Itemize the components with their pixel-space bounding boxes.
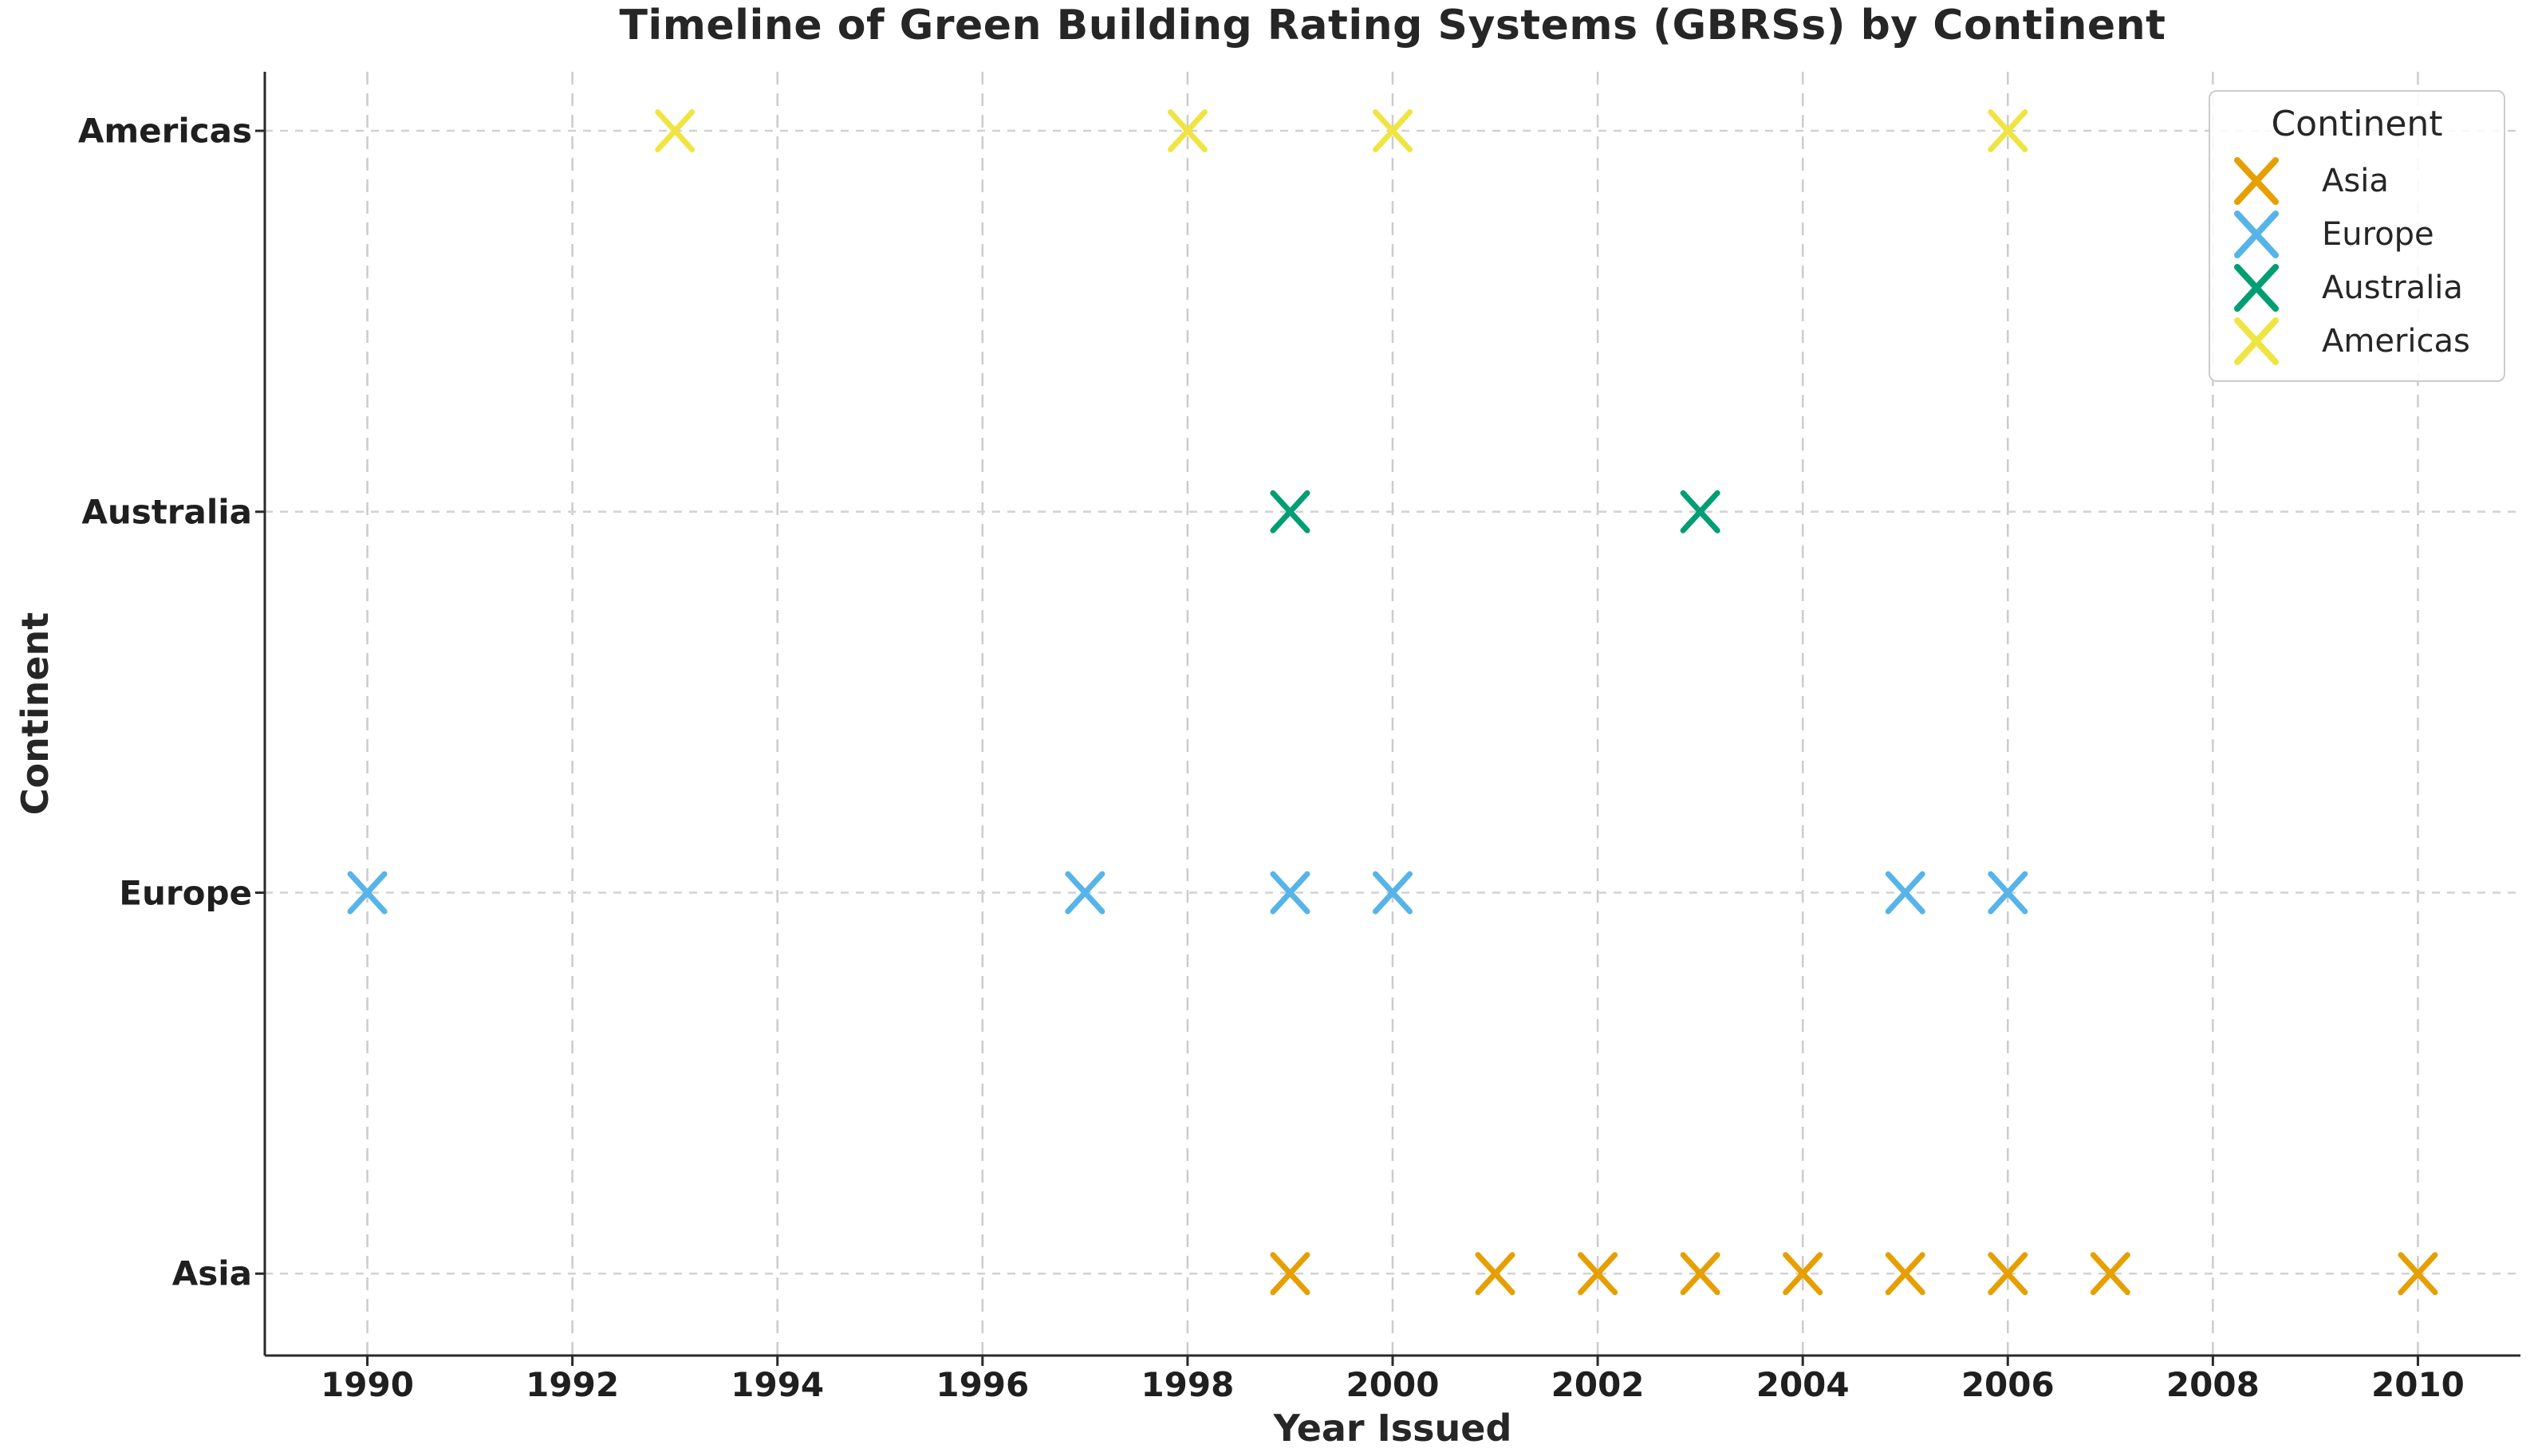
- y-axis-label: Continent: [14, 612, 57, 816]
- x-tick-label: 1994: [731, 1365, 825, 1404]
- y-tick-label: Australia: [81, 492, 252, 532]
- x-tick-label: 2004: [1756, 1365, 1850, 1404]
- data-point-marker: [1578, 1252, 1618, 1296]
- legend-entry-label: Americas: [2322, 322, 2470, 360]
- legend-entries: Asia Europe Australia Americas: [2210, 154, 2504, 368]
- data-point-marker: [655, 109, 696, 153]
- data-point-marker: [1885, 871, 1925, 915]
- data-point-marker: [1373, 871, 1413, 915]
- legend-marker-x-icon: [2234, 156, 2279, 205]
- x-tick-label: 1990: [321, 1365, 414, 1404]
- legend-entry: Asia: [2210, 154, 2504, 207]
- x-tick-label: 2008: [2166, 1365, 2260, 1404]
- x-tick-label: 2006: [1961, 1365, 2055, 1404]
- x-tick-label: 2000: [1346, 1365, 1440, 1404]
- y-tick-label: Asia: [171, 1253, 252, 1293]
- data-point-marker: [1988, 109, 2028, 153]
- legend-title: Continent: [2271, 104, 2443, 144]
- chart-title: Timeline of Green Building Rating System…: [619, 2, 2166, 49]
- legend-marker: [2234, 263, 2279, 312]
- data-point-marker: [1270, 871, 1310, 915]
- data-point-marker: [1885, 1252, 1925, 1296]
- y-tick-label: Americas: [77, 111, 252, 151]
- data-point-marker: [1680, 490, 1720, 533]
- data-point-marker: [2398, 1252, 2438, 1296]
- data-point-marker: [1680, 1252, 1720, 1296]
- legend-marker-x-icon: [2234, 263, 2279, 312]
- legend-entry: Europe: [2210, 207, 2504, 261]
- data-point-marker: [1988, 1252, 2028, 1296]
- data-point-marker: [1988, 871, 2028, 915]
- x-tick-label: 2010: [2371, 1365, 2465, 1404]
- x-tick-label: 1992: [526, 1365, 620, 1404]
- x-tick-label: 1998: [1141, 1365, 1235, 1404]
- legend-marker: [2234, 317, 2279, 365]
- x-tick-label: 1996: [936, 1365, 1030, 1404]
- legend-marker: [2234, 210, 2279, 258]
- data-point-marker: [2090, 1252, 2130, 1296]
- legend-entry: Americas: [2210, 314, 2504, 368]
- x-axis-label: Year Issued: [1273, 1407, 1512, 1450]
- data-point-marker: [1373, 109, 1413, 153]
- legend-marker: [2234, 156, 2279, 205]
- data-point-marker: [1065, 871, 1105, 915]
- legend-marker-x-icon: [2234, 317, 2279, 365]
- x-tick-label: 2002: [1551, 1365, 1645, 1404]
- legend: Continent Asia Europe Australia Americas: [2209, 90, 2505, 382]
- data-point-marker: [1270, 490, 1310, 533]
- data-point-marker: [1783, 1252, 1823, 1296]
- data-point-marker: [1475, 1252, 1515, 1296]
- legend-marker-x-icon: [2234, 210, 2279, 258]
- data-point-marker: [347, 871, 388, 915]
- data-point-marker: [1167, 109, 1208, 153]
- y-tick-label: Europe: [119, 873, 252, 913]
- legend-entry: Australia: [2210, 261, 2504, 314]
- legend-entry-label: Australia: [2322, 269, 2463, 306]
- legend-entry-label: Europe: [2322, 215, 2434, 253]
- data-point-marker: [1270, 1252, 1310, 1296]
- legend-entry-label: Asia: [2322, 162, 2389, 199]
